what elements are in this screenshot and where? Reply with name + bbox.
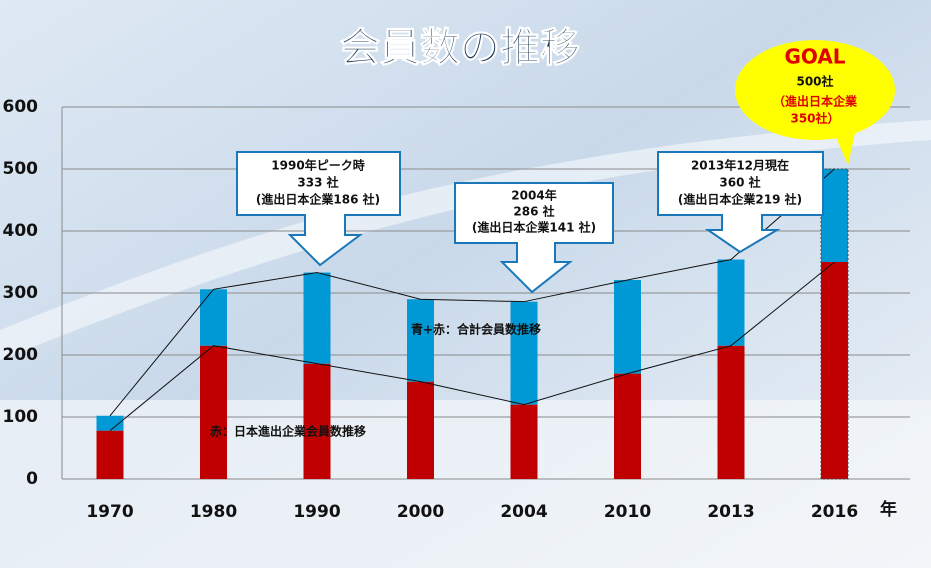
plot: 0 100 200 300 400 500 600 1970 1980 1990 2000 2004 2… bbox=[3, 97, 910, 522]
callout-text: (進出日本企業219 社) bbox=[678, 192, 802, 207]
bar-segment bbox=[303, 272, 331, 364]
legend-label: 赤：日本進出企業会員数推移 bbox=[210, 424, 366, 439]
bar-segment bbox=[821, 169, 848, 262]
y-tick-label: 600 bbox=[3, 97, 39, 117]
callout: 1990年ピーク時 333 社 (進出日本企業186 社) bbox=[236, 151, 401, 267]
goal-text: 500社 bbox=[796, 74, 833, 89]
callout: 2004年 286 社 (進出日本企業141 社) bbox=[454, 182, 614, 294]
bar-segment bbox=[717, 259, 745, 346]
x-tick-label: 2013 bbox=[707, 502, 754, 522]
bar-segment bbox=[96, 430, 124, 479]
bar-segment bbox=[614, 279, 641, 374]
total-line bbox=[109, 168, 835, 417]
legend-label: 青+赤：合計会員数推移 bbox=[411, 322, 541, 337]
y-tick-label: 400 bbox=[3, 221, 39, 241]
x-axis-label: 年 bbox=[880, 499, 897, 520]
callout-text: 1990年ピーク時 bbox=[271, 158, 364, 173]
goal-text: （進出日本企業 bbox=[773, 94, 858, 109]
trend-line bbox=[109, 261, 835, 432]
floor bbox=[0, 400, 931, 568]
bar-segment bbox=[510, 404, 538, 479]
callout: 2013年12月現在 360 社 (進出日本企業219 社) bbox=[657, 151, 824, 254]
x-tick-label: 1980 bbox=[190, 502, 237, 522]
goal-bubble: GOAL 500社 （進出日本企業 350社） bbox=[735, 40, 895, 165]
callout-text: 2004年 bbox=[511, 188, 556, 203]
x-tick-label: 2004 bbox=[500, 502, 547, 522]
bar-segment bbox=[614, 373, 641, 479]
bar-segment bbox=[200, 289, 227, 346]
bar-segment bbox=[200, 345, 227, 479]
y-tick-label: 300 bbox=[3, 283, 39, 303]
x-tick-label: 2016 bbox=[811, 502, 858, 522]
bar-segment bbox=[407, 299, 434, 382]
x-tick-label: 2000 bbox=[397, 502, 444, 522]
x-tick-label: 1990 bbox=[293, 502, 340, 522]
goal-text: GOAL bbox=[784, 45, 845, 69]
callout-text: (進出日本企業186 社) bbox=[256, 192, 380, 207]
y-tick-label: 200 bbox=[3, 345, 39, 365]
bar-segment bbox=[510, 301, 538, 405]
bar-segment bbox=[717, 345, 745, 479]
chart-title: 会員数の推移 bbox=[340, 25, 580, 71]
y-tick-label: 100 bbox=[3, 407, 39, 427]
callout-text: 333 社 bbox=[297, 175, 338, 190]
y-tick-label: 0 bbox=[26, 469, 38, 489]
callout-text: 286 社 bbox=[513, 204, 554, 219]
callout-text: (進出日本企業141 社) bbox=[472, 220, 596, 235]
y-tick-label: 500 bbox=[3, 159, 39, 179]
bar-segment bbox=[821, 262, 848, 479]
swoosh bbox=[0, 120, 931, 360]
callout-text: 360 社 bbox=[719, 175, 760, 190]
callout-text: 2013年12月現在 bbox=[691, 158, 789, 173]
bar-segment bbox=[407, 381, 434, 479]
bar-segment bbox=[96, 415, 124, 431]
x-tick-label: 2010 bbox=[604, 502, 651, 522]
bar-segment bbox=[303, 363, 331, 479]
x-tick-label: 1970 bbox=[86, 502, 133, 522]
goal-text: 350社） bbox=[790, 111, 839, 126]
